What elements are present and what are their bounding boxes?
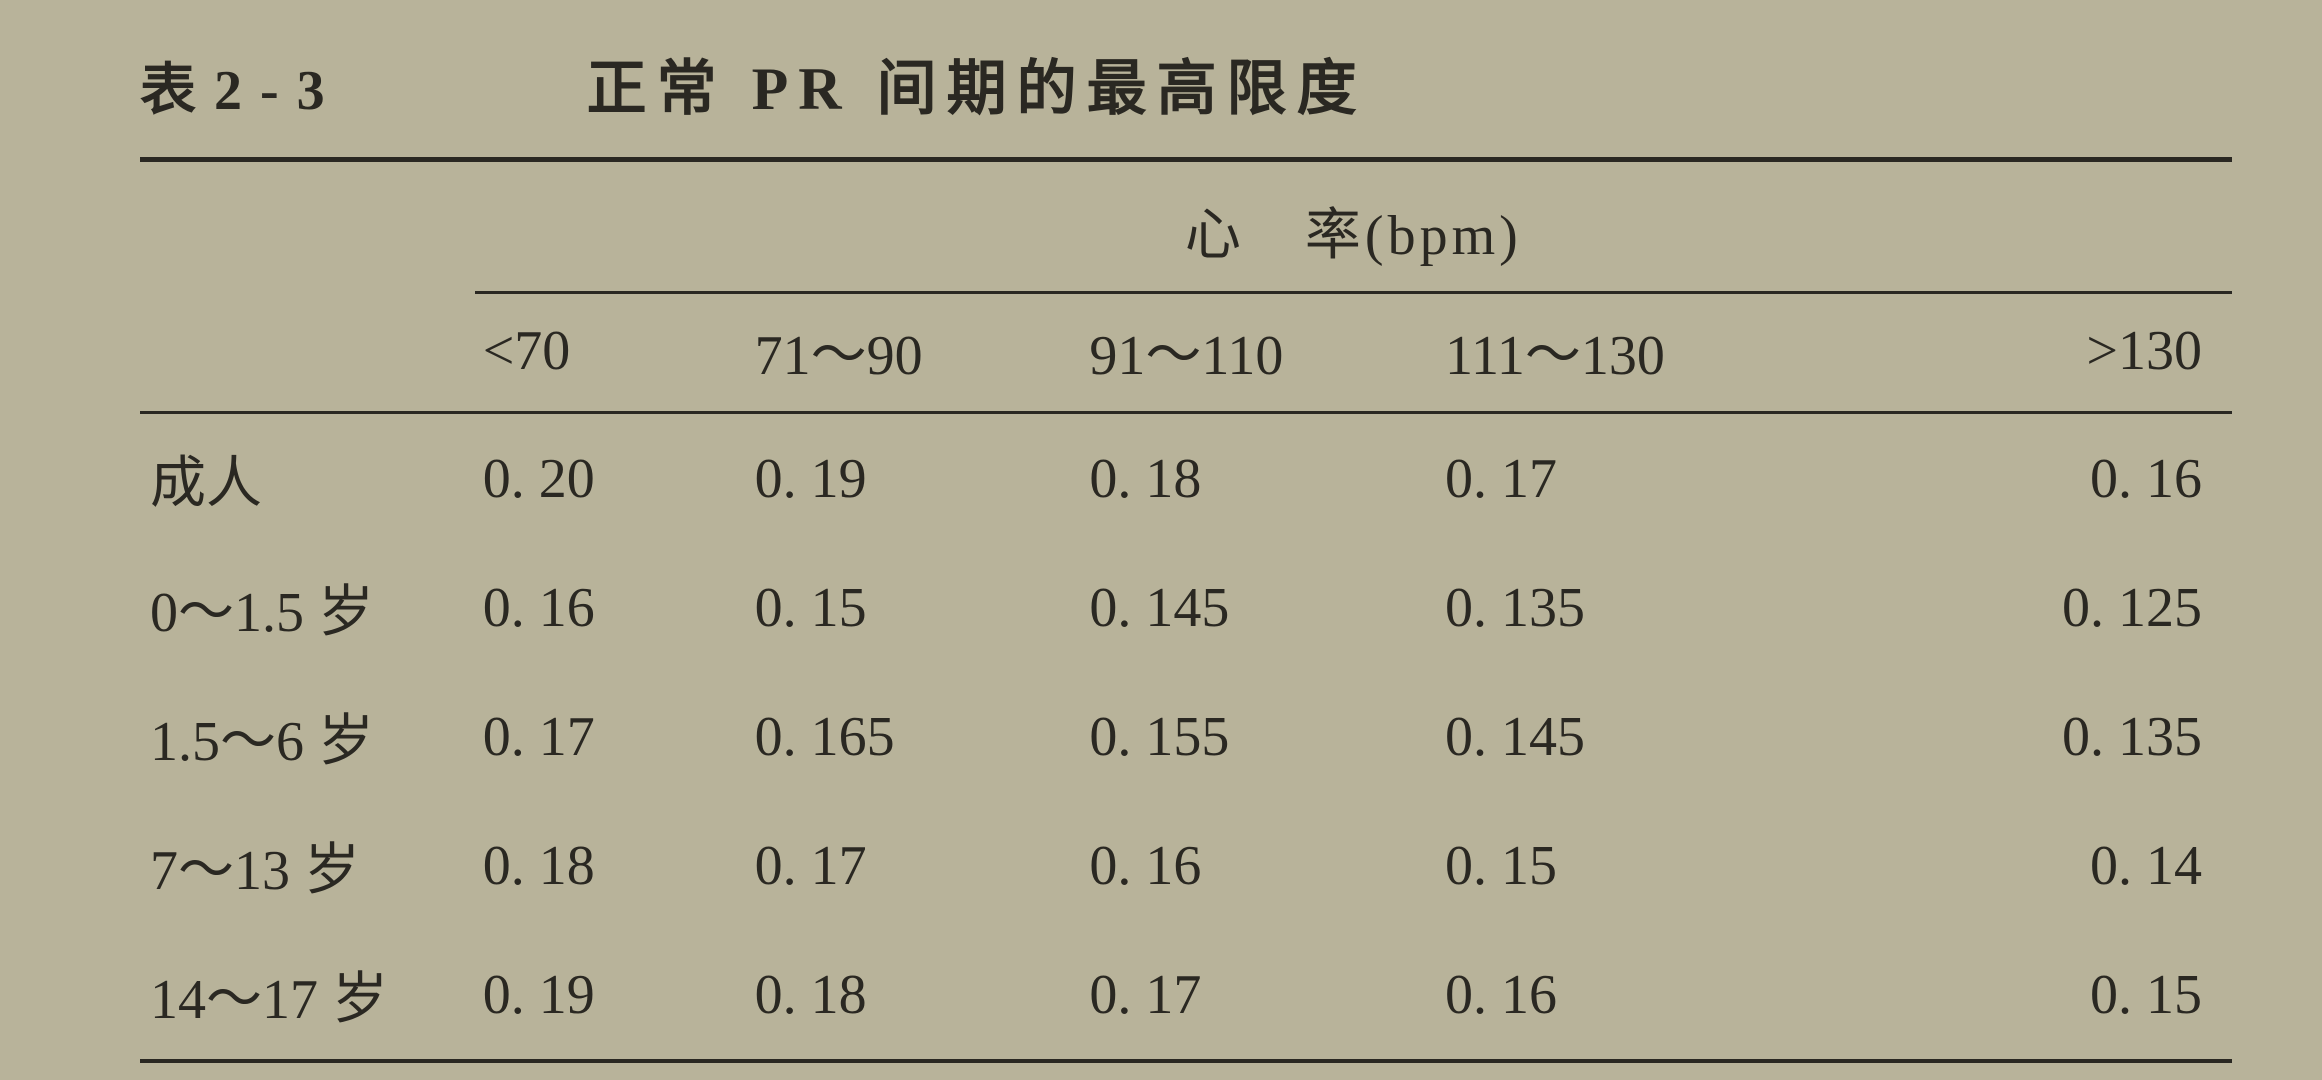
row-label: 14～17 岁 <box>140 930 475 1061</box>
cell: 0. 15 <box>747 543 1082 672</box>
cell: 0. 19 <box>747 413 1082 544</box>
cell: 0. 17 <box>747 801 1082 930</box>
cell: 0. 165 <box>747 672 1082 801</box>
cell: 0. 18 <box>475 801 747 930</box>
col-header: 71～90 <box>747 293 1082 413</box>
table-caption: 表 2 - 3 正常 PR 间期的最高限度 <box>140 40 2232 127</box>
cell: 0. 15 <box>1437 801 1814 930</box>
col-header: <70 <box>475 293 747 413</box>
cell: 0. 17 <box>1081 930 1437 1061</box>
cell: 0. 16 <box>1437 930 1814 1061</box>
cell: 0. 14 <box>1814 801 2232 930</box>
cell: 0. 17 <box>1437 413 1814 544</box>
cell: 0. 16 <box>475 543 747 672</box>
col-header: 91～110 <box>1081 293 1437 413</box>
row-label: 成人 <box>140 413 475 544</box>
cell: 0. 16 <box>1814 413 2232 544</box>
table-super-header-row: 心 率(bpm) <box>140 160 2232 293</box>
cell: 0. 155 <box>1081 672 1437 801</box>
col-header: 111～130 <box>1437 293 1814 413</box>
cell: 0. 145 <box>1437 672 1814 801</box>
table-row: 成人 0. 20 0. 19 0. 18 0. 17 0. 16 <box>140 413 2232 544</box>
cell: 0. 18 <box>1081 413 1437 544</box>
col-header: >130 <box>1814 293 2232 413</box>
cell: 0. 145 <box>1081 543 1437 672</box>
cell: 0. 135 <box>1814 672 2232 801</box>
super-header-heart-rate: 心 率(bpm) <box>475 160 2232 293</box>
pr-interval-table: 心 率(bpm) <70 71～90 91～110 111～130 >130 成… <box>140 157 2232 1063</box>
table-row: 7～13 岁 0. 18 0. 17 0. 16 0. 15 0. 14 <box>140 801 2232 930</box>
cell: 0. 15 <box>1814 930 2232 1061</box>
table-row: 0～1.5 岁 0. 16 0. 15 0. 145 0. 135 0. 125 <box>140 543 2232 672</box>
row-label: 0～1.5 岁 <box>140 543 475 672</box>
cell: 0. 125 <box>1814 543 2232 672</box>
row-label: 1.5～6 岁 <box>140 672 475 801</box>
table-row: 1.5～6 岁 0. 17 0. 165 0. 155 0. 145 0. 13… <box>140 672 2232 801</box>
cell: 0. 20 <box>475 413 747 544</box>
table-number: 表 2 - 3 <box>140 45 327 126</box>
row-label-blank <box>140 160 475 413</box>
row-label: 7～13 岁 <box>140 801 475 930</box>
table-title: 正常 PR 间期的最高限度 <box>587 40 1367 127</box>
cell: 0. 135 <box>1437 543 1814 672</box>
cell: 0. 16 <box>1081 801 1437 930</box>
table-row: 14～17 岁 0. 19 0. 18 0. 17 0. 16 0. 15 <box>140 930 2232 1061</box>
cell: 0. 17 <box>475 672 747 801</box>
cell: 0. 18 <box>747 930 1082 1061</box>
cell: 0. 19 <box>475 930 747 1061</box>
